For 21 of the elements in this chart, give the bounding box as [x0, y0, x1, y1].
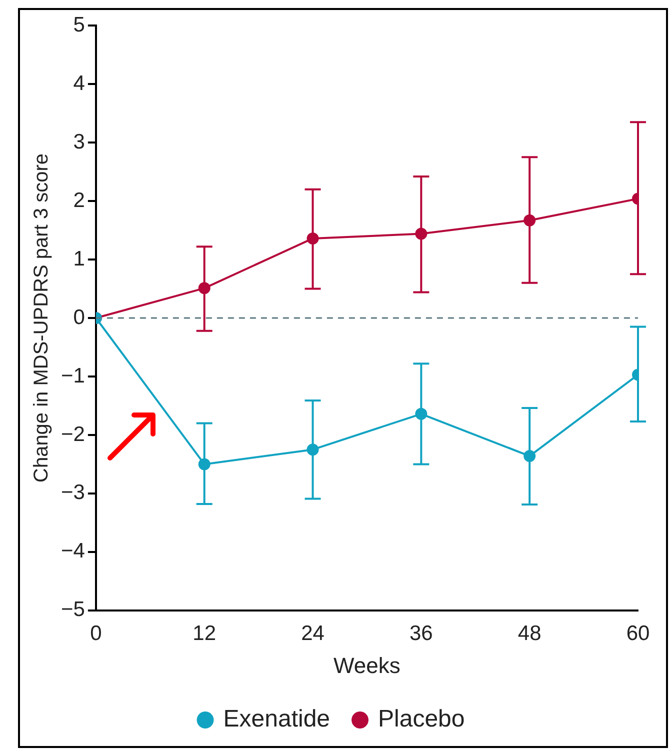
legend-label: Placebo — [378, 706, 465, 733]
y-tick-label: 3 — [73, 130, 85, 154]
y-tick-label: −4 — [60, 540, 86, 563]
x-tick-label: 36 — [409, 622, 433, 645]
y-tick-label: −5 — [60, 598, 85, 622]
y-tick-label: 1 — [73, 247, 85, 270]
y-tick-label: −1 — [60, 364, 85, 388]
legend-label: Exenatide — [223, 706, 330, 733]
x-tick-label: 24 — [301, 622, 325, 645]
y-axis-title: Change in MDS-UPDRS part 3 score — [30, 153, 53, 483]
y-tick-label: 2 — [73, 188, 85, 212]
y-tick-label: 0 — [73, 306, 85, 329]
y-tick-label: −2 — [60, 422, 85, 446]
x-axis-title: Weeks — [334, 652, 400, 678]
x-tick-label: 48 — [518, 622, 542, 645]
x-tick-label: 12 — [192, 622, 216, 645]
x-tick-label: 60 — [626, 622, 650, 645]
x-tick-label: 0 — [90, 622, 102, 645]
y-tick-label: −3 — [60, 481, 85, 504]
y-tick-label: 4 — [73, 72, 86, 95]
y-tick-label: 5 — [73, 13, 85, 36]
